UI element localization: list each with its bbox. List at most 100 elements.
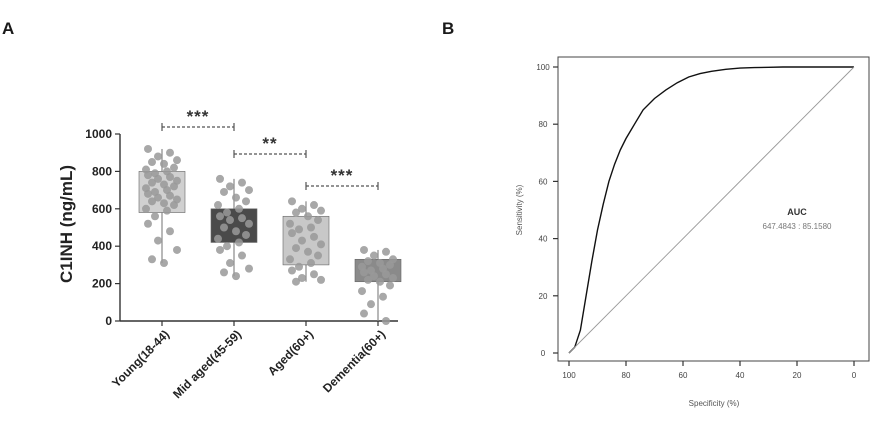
data-point <box>288 266 296 275</box>
data-point <box>148 158 156 167</box>
auc-value: 647.4843 : 85.1580 <box>763 222 833 231</box>
data-point <box>298 236 306 245</box>
y-tick-label: 60 <box>539 177 548 186</box>
panel-a-letter: A <box>2 19 14 38</box>
y-tick-label: 800 <box>92 164 112 178</box>
data-point <box>166 191 174 200</box>
data-point <box>148 178 156 187</box>
data-point <box>360 309 368 318</box>
category-label: Aged(60+) <box>265 327 316 378</box>
data-point <box>170 182 178 191</box>
data-point <box>214 201 222 210</box>
reference-line <box>568 66 855 354</box>
data-point <box>170 201 178 210</box>
data-point <box>386 281 394 290</box>
data-point <box>382 317 390 325</box>
data-point <box>166 227 174 236</box>
panel-a-categories: Young(18-44)Mid aged(45-59) Aged(60+) Deme… <box>109 327 388 401</box>
data-point <box>166 148 174 157</box>
data-point <box>314 251 322 260</box>
data-point <box>226 216 234 225</box>
data-point <box>216 212 224 221</box>
panel-b-ticks: 100 80 60 40 20 0 0 20 40 60 80 100 <box>536 63 856 380</box>
data-point <box>360 268 368 277</box>
data-point <box>142 204 150 213</box>
data-point <box>370 272 378 281</box>
y-tick-label: 0 <box>105 314 112 328</box>
data-point <box>286 255 294 264</box>
data-point <box>242 230 250 239</box>
data-point <box>379 292 387 301</box>
data-point <box>232 272 240 281</box>
data-point <box>307 259 315 268</box>
significance-label: ** <box>262 134 277 153</box>
data-point <box>223 242 231 251</box>
data-point <box>382 247 390 256</box>
data-point <box>317 275 325 284</box>
data-point <box>310 232 318 241</box>
y-tick-label: 40 <box>539 235 548 244</box>
data-point <box>220 223 228 232</box>
y-tick-label: 200 <box>92 277 112 291</box>
data-point <box>245 186 253 195</box>
panel-b-lines <box>568 66 855 354</box>
data-point <box>154 152 162 161</box>
data-point <box>232 193 240 202</box>
data-point <box>144 189 152 198</box>
data-point <box>245 219 253 228</box>
data-point <box>238 251 246 260</box>
data-point <box>173 245 181 254</box>
data-point <box>288 197 296 206</box>
data-point <box>166 173 174 182</box>
y-tick-label: 20 <box>539 292 548 301</box>
data-point <box>154 236 162 245</box>
roc-curve <box>568 66 854 354</box>
y-tick-label: 80 <box>539 120 548 129</box>
data-point <box>238 178 246 187</box>
data-point <box>223 208 231 217</box>
data-point <box>292 277 300 286</box>
x-tick-label: 0 <box>852 371 857 380</box>
y-axis-title: C1INH (ng/mL) <box>57 165 76 283</box>
data-point <box>160 159 168 168</box>
data-point <box>376 277 384 286</box>
data-point <box>216 174 224 183</box>
category-label: Young(18-44) <box>109 327 172 390</box>
x-tick-label: 80 <box>622 371 631 380</box>
auc-title: AUC <box>787 207 807 217</box>
data-point <box>389 273 397 282</box>
x-tick-label: 100 <box>562 371 576 380</box>
panel-a-axes <box>119 134 398 322</box>
panel-b-letter: B <box>442 19 454 38</box>
data-point <box>358 287 366 296</box>
panel-a-boxes <box>138 148 402 321</box>
data-point <box>173 156 181 165</box>
data-point <box>367 300 375 309</box>
data-point <box>298 273 306 282</box>
data-point <box>288 229 296 238</box>
y-tick-label: 100 <box>536 63 550 72</box>
data-point <box>382 270 390 279</box>
data-point <box>317 240 325 249</box>
data-point <box>220 268 228 277</box>
category-label: Dementia(60+) <box>320 327 388 395</box>
x-axis-title: Specificity (%) <box>689 399 740 408</box>
data-point <box>310 201 318 210</box>
data-point <box>364 275 372 284</box>
data-point <box>292 244 300 253</box>
panel-a-significance: ******** <box>161 107 379 190</box>
data-point <box>286 219 294 228</box>
panel-a-points <box>142 144 397 325</box>
data-point <box>235 204 243 213</box>
y-tick-label: 0 <box>541 349 546 358</box>
data-point <box>148 197 156 206</box>
data-point <box>364 257 372 266</box>
significance-label: *** <box>331 166 354 185</box>
data-point <box>220 187 228 196</box>
data-point <box>232 227 240 236</box>
data-point <box>226 259 234 268</box>
y-tick-label: 1000 <box>85 127 112 141</box>
data-point <box>170 163 178 172</box>
panel-b: B Specificity (%) Sensitivity (%) 100 80 6… <box>442 19 870 408</box>
